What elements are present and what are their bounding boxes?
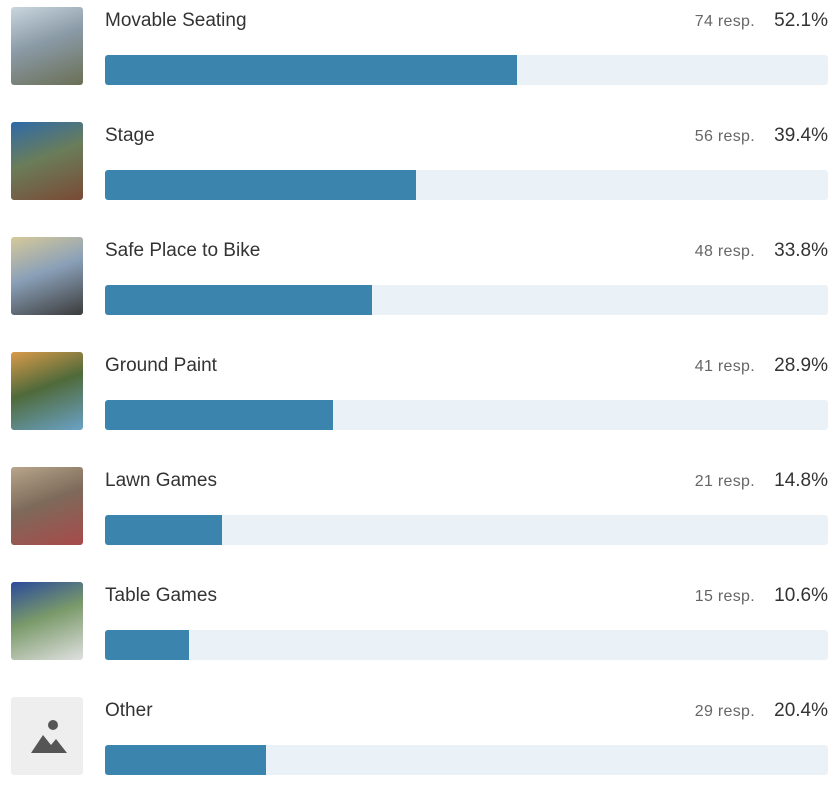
thumbnail xyxy=(11,237,83,315)
option-label: Movable Seating xyxy=(105,10,247,32)
thumbnail xyxy=(11,352,83,430)
result-row: Safe Place to Bike 48 resp. 33.8% xyxy=(0,230,833,345)
result-row: Lawn Games 21 resp. 14.8% xyxy=(0,460,833,575)
option-label: Table Games xyxy=(105,585,217,607)
bar xyxy=(105,55,517,85)
bar xyxy=(105,515,222,545)
response-count: 41 resp. xyxy=(695,358,755,376)
response-count: 74 resp. xyxy=(695,13,755,31)
percent-label: 20.4% xyxy=(774,700,828,722)
percent-label: 33.8% xyxy=(774,240,828,262)
option-label: Ground Paint xyxy=(105,355,217,377)
response-count: 15 resp. xyxy=(695,588,755,606)
percent-label: 39.4% xyxy=(774,125,828,147)
response-count: 21 resp. xyxy=(695,473,755,491)
response-count: 48 resp. xyxy=(695,243,755,261)
response-count: 56 resp. xyxy=(695,128,755,146)
page: Movable Seating 74 resp. 52.1% Stage 56 resp… xyxy=(0,0,833,771)
percent-label: 52.1% xyxy=(774,10,828,32)
bar xyxy=(105,400,333,430)
percent-label: 14.8% xyxy=(774,470,828,492)
response-count: 29 resp. xyxy=(695,703,755,721)
bar-track xyxy=(105,400,828,430)
thumbnail xyxy=(11,697,83,775)
thumbnail xyxy=(11,122,83,200)
bar xyxy=(105,170,416,200)
bar-track xyxy=(105,630,828,660)
thumbnail xyxy=(11,7,83,85)
bar-track xyxy=(105,170,828,200)
option-label: Stage xyxy=(105,125,155,147)
option-label: Safe Place to Bike xyxy=(105,240,260,262)
placeholder-icon xyxy=(11,697,83,775)
result-row: Table Games 15 resp. 10.6% xyxy=(0,575,833,690)
option-label: Other xyxy=(105,700,153,722)
percent-label: 28.9% xyxy=(774,355,828,377)
thumbnail xyxy=(11,582,83,660)
result-row: Other 29 resp. 20.4% xyxy=(0,690,833,805)
bar-track xyxy=(105,285,828,315)
bar xyxy=(105,630,189,660)
bar-track xyxy=(105,515,828,545)
bar-track xyxy=(105,55,828,85)
result-row: Ground Paint 41 resp. 28.9% xyxy=(0,345,833,460)
bar xyxy=(105,285,372,315)
percent-label: 10.6% xyxy=(774,585,828,607)
result-row: Stage 56 resp. 39.4% xyxy=(0,115,833,230)
thumbnail xyxy=(11,467,83,545)
option-label: Lawn Games xyxy=(105,470,217,492)
result-row: Movable Seating 74 resp. 52.1% xyxy=(0,0,833,115)
